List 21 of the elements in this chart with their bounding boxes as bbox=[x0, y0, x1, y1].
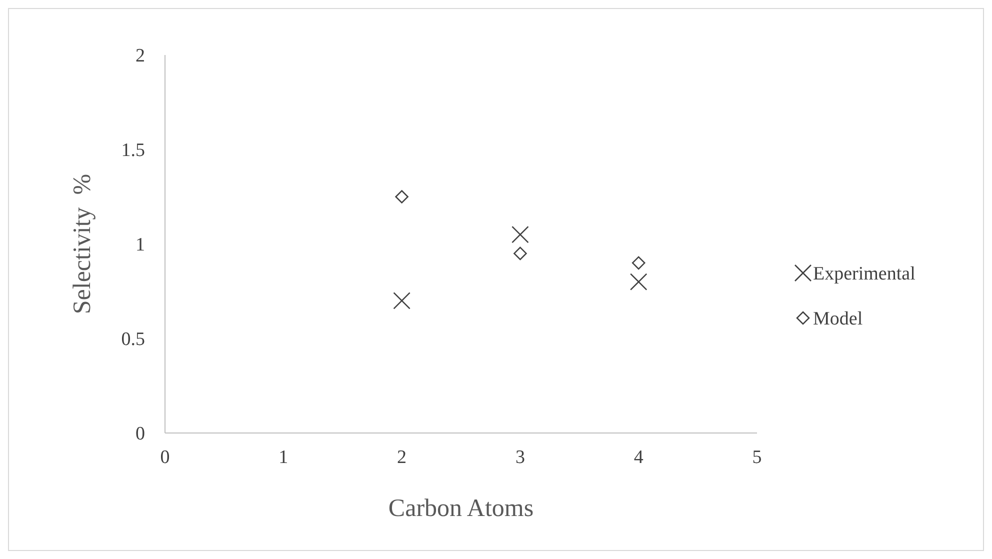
x-tick-label: 4 bbox=[634, 447, 644, 468]
point bbox=[512, 226, 529, 244]
x-tick-label: 0 bbox=[160, 447, 170, 468]
legend-label: Model bbox=[813, 308, 863, 330]
x-tick-label: 3 bbox=[515, 447, 525, 468]
y-axis-title: Selectivity % bbox=[69, 174, 96, 314]
y-tick-label: 0.5 bbox=[121, 329, 145, 350]
legend-label: Experimental bbox=[813, 264, 916, 285]
point bbox=[395, 190, 408, 204]
x-tick-label: 1 bbox=[278, 447, 288, 468]
point bbox=[632, 256, 646, 270]
x-tick-label: 5 bbox=[752, 447, 762, 468]
point bbox=[393, 292, 410, 310]
point bbox=[630, 273, 648, 290]
x-tick-label: 2 bbox=[397, 447, 407, 468]
point bbox=[514, 246, 527, 260]
y-tick-label: 1 bbox=[136, 234, 145, 256]
y-tick-label: 0 bbox=[136, 424, 145, 445]
y-tick-label: 1.5 bbox=[121, 140, 145, 162]
y-tick-label: 2 bbox=[136, 46, 145, 67]
x-axis-title: Carbon Atoms bbox=[388, 495, 534, 522]
